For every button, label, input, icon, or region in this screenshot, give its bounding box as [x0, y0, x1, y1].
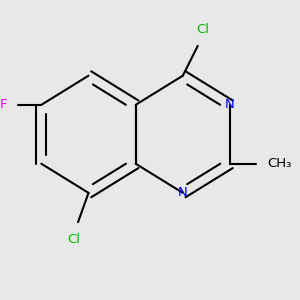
Text: CH₃: CH₃	[267, 157, 292, 170]
Text: N: N	[225, 98, 235, 111]
Text: F: F	[0, 98, 7, 111]
Text: N: N	[178, 186, 188, 200]
Text: Cl: Cl	[68, 233, 81, 246]
Text: Cl: Cl	[196, 23, 209, 36]
